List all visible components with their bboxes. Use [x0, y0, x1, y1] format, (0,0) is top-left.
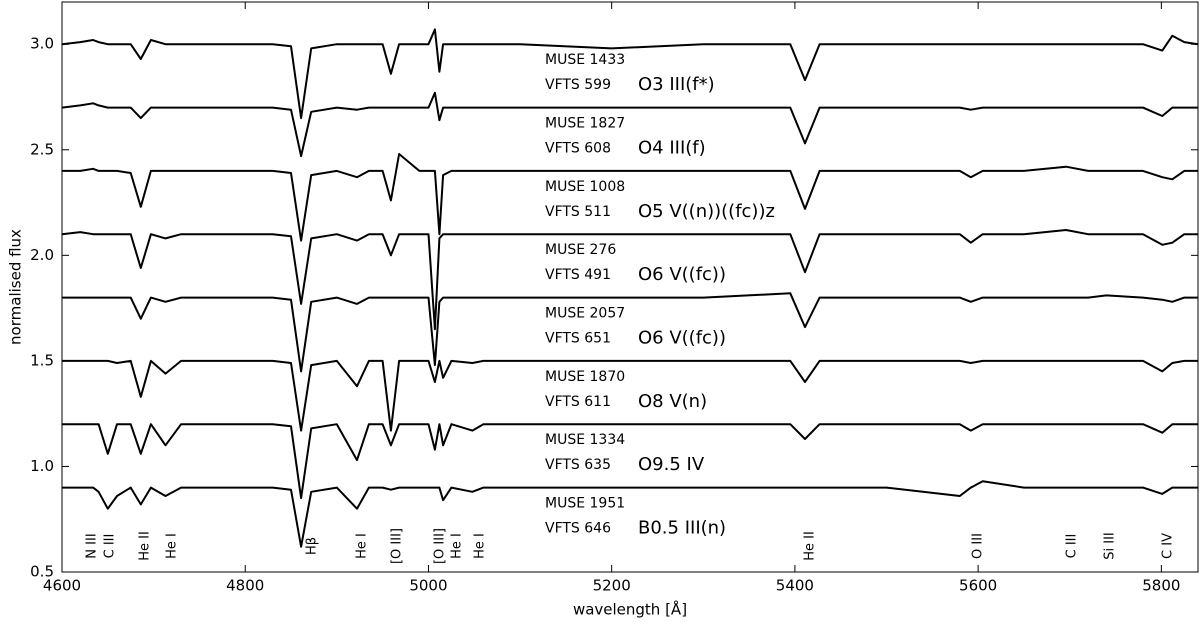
spectral-type: O6 V((fc)): [638, 328, 726, 349]
line-label: Hβ: [305, 537, 320, 555]
y-axis-label: normalised flux: [7, 229, 25, 345]
vfts-id: VFTS 608: [545, 141, 611, 157]
line-label: O III: [971, 533, 986, 559]
spectrum-line: [62, 480, 1198, 548]
spectral-type: O6 V((fc)): [638, 264, 726, 285]
x-axis-label: wavelength [Å]: [573, 600, 687, 619]
vfts-id: VFTS 611: [545, 394, 611, 410]
spectrum-line: [61, 28, 1199, 120]
line-label: He I: [450, 533, 465, 559]
line-label: C IV: [1161, 533, 1176, 559]
y-tick-label: 2.0: [30, 246, 54, 264]
line-label: He I: [165, 533, 180, 559]
line-label: He I: [355, 533, 370, 559]
muse-id: MUSE 1870: [545, 369, 625, 385]
line-label: [O III]: [390, 528, 405, 564]
spectral-type: B0.5 III(n): [638, 518, 726, 539]
line-label: N III: [85, 533, 100, 558]
x-tick-label: 5600: [959, 577, 997, 595]
x-tick-label: 5200: [593, 577, 631, 595]
spectral-type: O8 V(n): [638, 391, 707, 412]
muse-id: MUSE 1433: [545, 52, 625, 68]
x-tick-label: 5400: [776, 577, 814, 595]
y-tick-label: 1.5: [30, 351, 54, 369]
vfts-id: VFTS 511: [545, 204, 611, 220]
muse-id: MUSE 1008: [545, 179, 625, 195]
spectrum-line: [61, 91, 1198, 158]
spectrum-line: [62, 423, 1198, 500]
line-label: He II: [803, 531, 818, 561]
y-tick-label: 3.0: [30, 35, 54, 53]
spectral-type: O9.5 IV: [638, 454, 705, 475]
vfts-id: VFTS 646: [545, 521, 611, 537]
spectral-type: O5 V((n))((fc))z: [638, 201, 775, 222]
spectrum-line: [62, 153, 1198, 242]
y-tick-label: 2.5: [30, 140, 54, 158]
spectrum-line: [62, 359, 1198, 432]
spectral-type: O4 III(f): [638, 138, 706, 159]
line-label: Si III: [1103, 532, 1118, 560]
x-tick-label: 4800: [226, 577, 264, 595]
muse-id: MUSE 276: [545, 242, 616, 258]
vfts-id: VFTS 599: [545, 77, 611, 93]
x-tick-label: 5800: [1142, 577, 1180, 595]
muse-id: MUSE 1334: [545, 432, 625, 448]
x-tick-label: 5000: [409, 577, 447, 595]
line-label: He I: [473, 533, 488, 559]
line-label: [O III]: [433, 528, 448, 564]
spectrum-line: [61, 229, 1198, 331]
line-label: C III: [1065, 534, 1080, 559]
spectrum-line: [62, 292, 1198, 373]
line-label: He II: [138, 531, 153, 561]
line-label: C III: [103, 534, 118, 559]
x-tick-label: 4600: [43, 577, 81, 595]
plot-frame: [61, 1, 1199, 573]
y-tick-label: 0.5: [30, 563, 54, 581]
muse-id: MUSE 1827: [545, 116, 625, 132]
spectral-type: O3 III(f*): [638, 74, 715, 95]
vfts-id: VFTS 635: [545, 457, 611, 473]
muse-id: MUSE 2057: [545, 306, 625, 322]
muse-id: MUSE 1951: [545, 496, 625, 512]
vfts-id: VFTS 651: [545, 331, 611, 347]
y-tick-label: 1.0: [30, 457, 54, 475]
vfts-id: VFTS 491: [545, 267, 611, 283]
